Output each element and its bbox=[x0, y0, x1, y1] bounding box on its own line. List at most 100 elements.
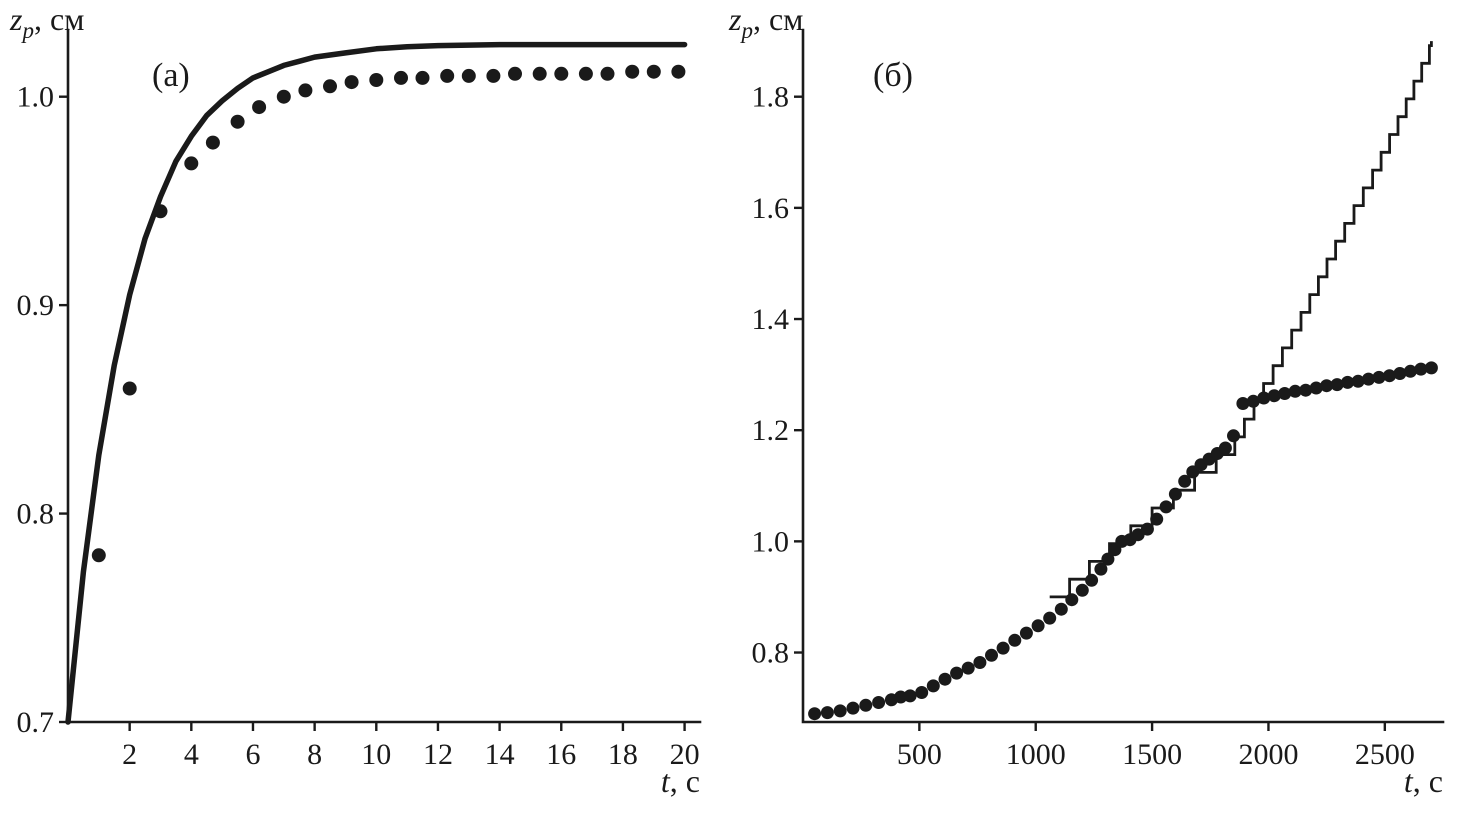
data-point bbox=[1140, 522, 1154, 536]
data-point bbox=[1299, 383, 1313, 397]
data-point bbox=[461, 68, 476, 83]
unit-text: , с bbox=[1413, 763, 1443, 799]
data-point bbox=[926, 679, 940, 693]
variable-subscript: p bbox=[20, 18, 34, 43]
data-point bbox=[1178, 474, 1192, 488]
data-point bbox=[973, 656, 987, 669]
data-point bbox=[996, 641, 1010, 655]
x-tick-label: 500 bbox=[897, 738, 942, 771]
data-point bbox=[894, 690, 908, 704]
x-axis-title: t, с bbox=[661, 763, 700, 799]
data-point bbox=[915, 686, 929, 699]
data-point bbox=[1257, 391, 1271, 405]
panel-a: 2 4 6 8 10 12 14 16 18 20 0.7 0.8 0.9 1.0 (а) zp, см t, … bbox=[0, 0, 715, 822]
data-point bbox=[1054, 602, 1068, 616]
data-point bbox=[1288, 384, 1302, 398]
data-point bbox=[1101, 552, 1115, 566]
data-point bbox=[369, 73, 384, 87]
unit-text: , с bbox=[670, 763, 700, 799]
series-model-curve bbox=[65, 41, 688, 725]
data-point bbox=[1403, 364, 1417, 378]
data-point bbox=[846, 701, 860, 715]
y-axis: 0.8 1.0 1.2 1.4 1.6 1.8 bbox=[752, 81, 803, 670]
data-point bbox=[394, 70, 408, 85]
data-point bbox=[903, 689, 917, 703]
data-point bbox=[344, 75, 359, 90]
series-experiment-dots bbox=[808, 361, 1438, 721]
data-point bbox=[230, 114, 245, 129]
data-point bbox=[1393, 367, 1407, 380]
data-point bbox=[578, 66, 593, 81]
data-point bbox=[276, 89, 291, 104]
data-point bbox=[646, 64, 661, 79]
x-tick-label: 2 bbox=[122, 738, 137, 771]
data-point bbox=[1085, 573, 1099, 587]
y-axis-title: zp, см bbox=[728, 1, 803, 43]
y-tick-label: 1.2 bbox=[752, 414, 790, 447]
data-point bbox=[1227, 429, 1240, 443]
data-point bbox=[1218, 441, 1232, 455]
x-tick-label: 1500 bbox=[1122, 738, 1182, 771]
data-point bbox=[298, 83, 313, 98]
variable-symbol: z bbox=[9, 1, 23, 37]
chart-b-svg: 500 1000 1500 2000 2500 0.8 1.0 1.2 1.4 1.6 1.8 (б)… bbox=[728, 1, 1445, 799]
data-point bbox=[91, 548, 106, 563]
data-point bbox=[1008, 633, 1022, 647]
data-point bbox=[1019, 626, 1033, 640]
data-point bbox=[833, 704, 847, 718]
data-point bbox=[1246, 394, 1260, 408]
data-point bbox=[1424, 361, 1438, 375]
data-point bbox=[1341, 375, 1355, 389]
data-point bbox=[625, 64, 640, 79]
variable-symbol: z bbox=[728, 1, 742, 37]
data-point bbox=[938, 672, 952, 686]
y-tick-label: 1.0 bbox=[752, 525, 790, 558]
x-axis: 500 1000 1500 2000 2500 bbox=[897, 722, 1415, 771]
x-tick-label: 6 bbox=[245, 738, 260, 771]
panel-label: (б) bbox=[873, 57, 913, 94]
data-point bbox=[252, 100, 267, 115]
y-tick-label: 1.0 bbox=[17, 81, 55, 114]
y-tick-label: 1.4 bbox=[752, 303, 790, 336]
x-tick-label: 18 bbox=[608, 738, 638, 771]
data-point bbox=[1159, 500, 1173, 514]
variable-symbol: t bbox=[661, 763, 671, 799]
data-point bbox=[440, 68, 455, 83]
x-tick-label: 10 bbox=[361, 738, 391, 771]
data-point bbox=[554, 66, 569, 81]
data-point bbox=[1330, 378, 1344, 392]
data-point bbox=[1351, 374, 1365, 388]
x-tick-label: 4 bbox=[184, 738, 199, 771]
data-point bbox=[205, 135, 220, 150]
y-tick-label: 0.8 bbox=[17, 498, 55, 531]
data-point bbox=[820, 706, 834, 720]
panel-b: 500 1000 1500 2000 2500 0.8 1.0 1.2 1.4 1.6 1.8 (б)… bbox=[715, 0, 1458, 822]
data-point bbox=[1372, 370, 1386, 384]
x-tick-label: 2000 bbox=[1238, 738, 1298, 771]
data-point bbox=[1309, 381, 1323, 395]
data-point bbox=[184, 156, 199, 171]
chart-a-svg: 2 4 6 8 10 12 14 16 18 200.70.80.91.0(а)zp, смt, … bbox=[9, 1, 702, 799]
data-point bbox=[122, 381, 137, 396]
x-axis-title: t, с bbox=[1404, 763, 1443, 799]
data-point bbox=[1075, 583, 1089, 597]
variable-symbol: t bbox=[1404, 763, 1414, 799]
data-point bbox=[323, 79, 337, 94]
unit-text: , см bbox=[34, 1, 84, 37]
x-tick-label: 1000 bbox=[1006, 738, 1066, 771]
data-point bbox=[532, 66, 547, 81]
x-tick-label: 8 bbox=[307, 738, 322, 771]
series-model-staircase bbox=[1049, 41, 1433, 599]
data-point bbox=[808, 707, 822, 721]
data-point bbox=[1267, 389, 1281, 403]
data-point bbox=[486, 68, 501, 83]
y-axis: 0.7 0.8 0.9 1.0 bbox=[17, 81, 68, 739]
data-point bbox=[1278, 387, 1292, 400]
data-point bbox=[872, 696, 886, 709]
data-point bbox=[1150, 512, 1164, 526]
y-axis-title: zp, см bbox=[9, 1, 84, 43]
data-point bbox=[600, 66, 615, 81]
y-tick-label: 1.8 bbox=[752, 81, 790, 114]
series-experiment-dots bbox=[91, 64, 686, 563]
data-point bbox=[1031, 619, 1045, 633]
